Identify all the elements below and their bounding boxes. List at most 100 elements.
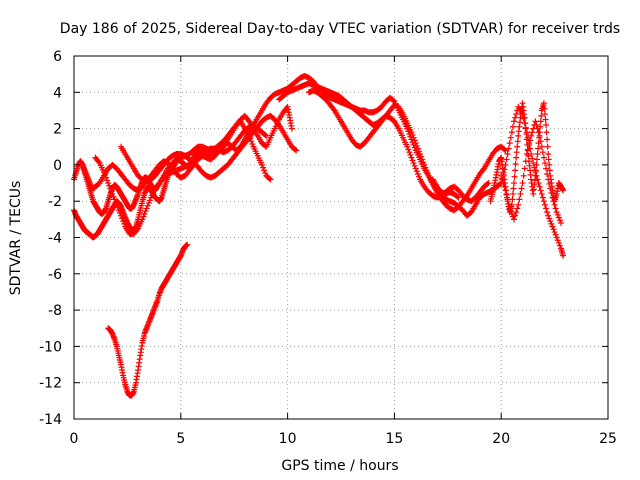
data-point bbox=[517, 190, 524, 197]
data-point bbox=[545, 212, 552, 219]
data-point bbox=[534, 125, 541, 132]
data-point bbox=[535, 129, 542, 136]
data-point bbox=[505, 200, 512, 207]
x-tick-labels: 0 5 10 15 20 25 bbox=[70, 431, 617, 447]
data-point bbox=[414, 145, 421, 152]
data-point bbox=[111, 196, 118, 203]
y-tick-label: -2 bbox=[48, 194, 62, 210]
data-point bbox=[525, 141, 532, 148]
y-tick-label: -8 bbox=[48, 303, 62, 319]
data-point bbox=[410, 160, 417, 167]
data-point bbox=[523, 151, 530, 158]
data-point bbox=[533, 121, 540, 128]
data-point bbox=[462, 194, 469, 201]
data-point bbox=[533, 156, 540, 163]
data-point bbox=[114, 204, 121, 211]
data-point bbox=[501, 146, 508, 153]
data-point bbox=[139, 216, 146, 223]
data-point bbox=[262, 131, 269, 138]
y-tick-label: -14 bbox=[39, 412, 62, 428]
data-point bbox=[537, 118, 544, 125]
data-point bbox=[537, 187, 544, 194]
data-point bbox=[507, 208, 514, 215]
data-point bbox=[260, 164, 267, 171]
x-tick-label: 25 bbox=[599, 431, 617, 447]
data-point bbox=[554, 237, 561, 244]
y-axis-label: SDTVAR / TECUs bbox=[8, 181, 24, 296]
data-point bbox=[506, 140, 513, 147]
data-point bbox=[518, 185, 525, 192]
data-point bbox=[418, 153, 425, 160]
data-point bbox=[555, 214, 562, 221]
data-point bbox=[545, 151, 552, 158]
data-point bbox=[292, 146, 299, 153]
data-point bbox=[119, 215, 126, 222]
data-point bbox=[245, 116, 252, 123]
data-point bbox=[113, 201, 120, 208]
data-point bbox=[546, 215, 553, 222]
data-point bbox=[524, 146, 531, 153]
y-tick-label: -4 bbox=[48, 231, 62, 247]
data-point bbox=[552, 231, 559, 238]
data-point bbox=[513, 154, 520, 161]
data-point bbox=[527, 137, 534, 144]
data-point bbox=[556, 242, 563, 249]
data-point bbox=[485, 180, 492, 187]
data-point bbox=[539, 194, 546, 201]
data-point bbox=[530, 160, 537, 167]
data-point bbox=[146, 197, 153, 204]
data-point bbox=[548, 190, 555, 197]
data-point bbox=[544, 209, 551, 216]
data-point bbox=[547, 185, 554, 192]
data-point bbox=[516, 196, 523, 203]
data-point bbox=[529, 155, 536, 162]
data-point bbox=[145, 200, 152, 207]
data-point bbox=[288, 125, 295, 132]
data-point bbox=[274, 120, 281, 127]
data-point bbox=[413, 142, 420, 149]
series-arc-f bbox=[276, 80, 492, 205]
data-point bbox=[267, 176, 274, 183]
data-point bbox=[540, 100, 547, 107]
data-point bbox=[546, 161, 553, 168]
data-point bbox=[421, 161, 428, 168]
data-point bbox=[513, 149, 520, 156]
x-tick-label: 10 bbox=[279, 431, 297, 447]
data-point bbox=[405, 146, 412, 153]
data-point bbox=[551, 201, 558, 208]
data-point bbox=[500, 180, 507, 187]
data-point bbox=[511, 180, 518, 187]
data-point bbox=[248, 138, 255, 145]
data-point bbox=[409, 131, 416, 138]
data-point bbox=[545, 176, 552, 183]
data-point bbox=[258, 161, 265, 168]
data-point bbox=[558, 219, 565, 226]
data-point bbox=[106, 182, 113, 189]
x-tick-label: 20 bbox=[492, 431, 510, 447]
data-point bbox=[103, 174, 110, 181]
x-tick-label: 0 bbox=[70, 431, 79, 447]
data-point bbox=[520, 172, 527, 179]
data-point bbox=[110, 193, 117, 200]
data-point bbox=[543, 165, 550, 172]
data-point bbox=[541, 105, 548, 112]
data-point bbox=[480, 166, 487, 173]
data-point bbox=[539, 149, 546, 156]
data-point bbox=[543, 121, 550, 128]
data-point bbox=[116, 209, 123, 216]
data-point bbox=[420, 159, 427, 166]
data-point bbox=[117, 212, 124, 219]
data-point bbox=[548, 220, 555, 227]
data-point bbox=[263, 132, 270, 139]
data-point bbox=[538, 143, 545, 150]
data-point bbox=[504, 151, 511, 158]
data-point bbox=[549, 194, 556, 201]
gridlines bbox=[74, 56, 608, 419]
y-tick-label: -10 bbox=[39, 339, 62, 355]
data-points bbox=[71, 72, 567, 399]
data-point bbox=[424, 170, 431, 177]
data-point bbox=[140, 213, 147, 220]
data-point bbox=[104, 177, 111, 184]
data-point bbox=[415, 173, 422, 180]
